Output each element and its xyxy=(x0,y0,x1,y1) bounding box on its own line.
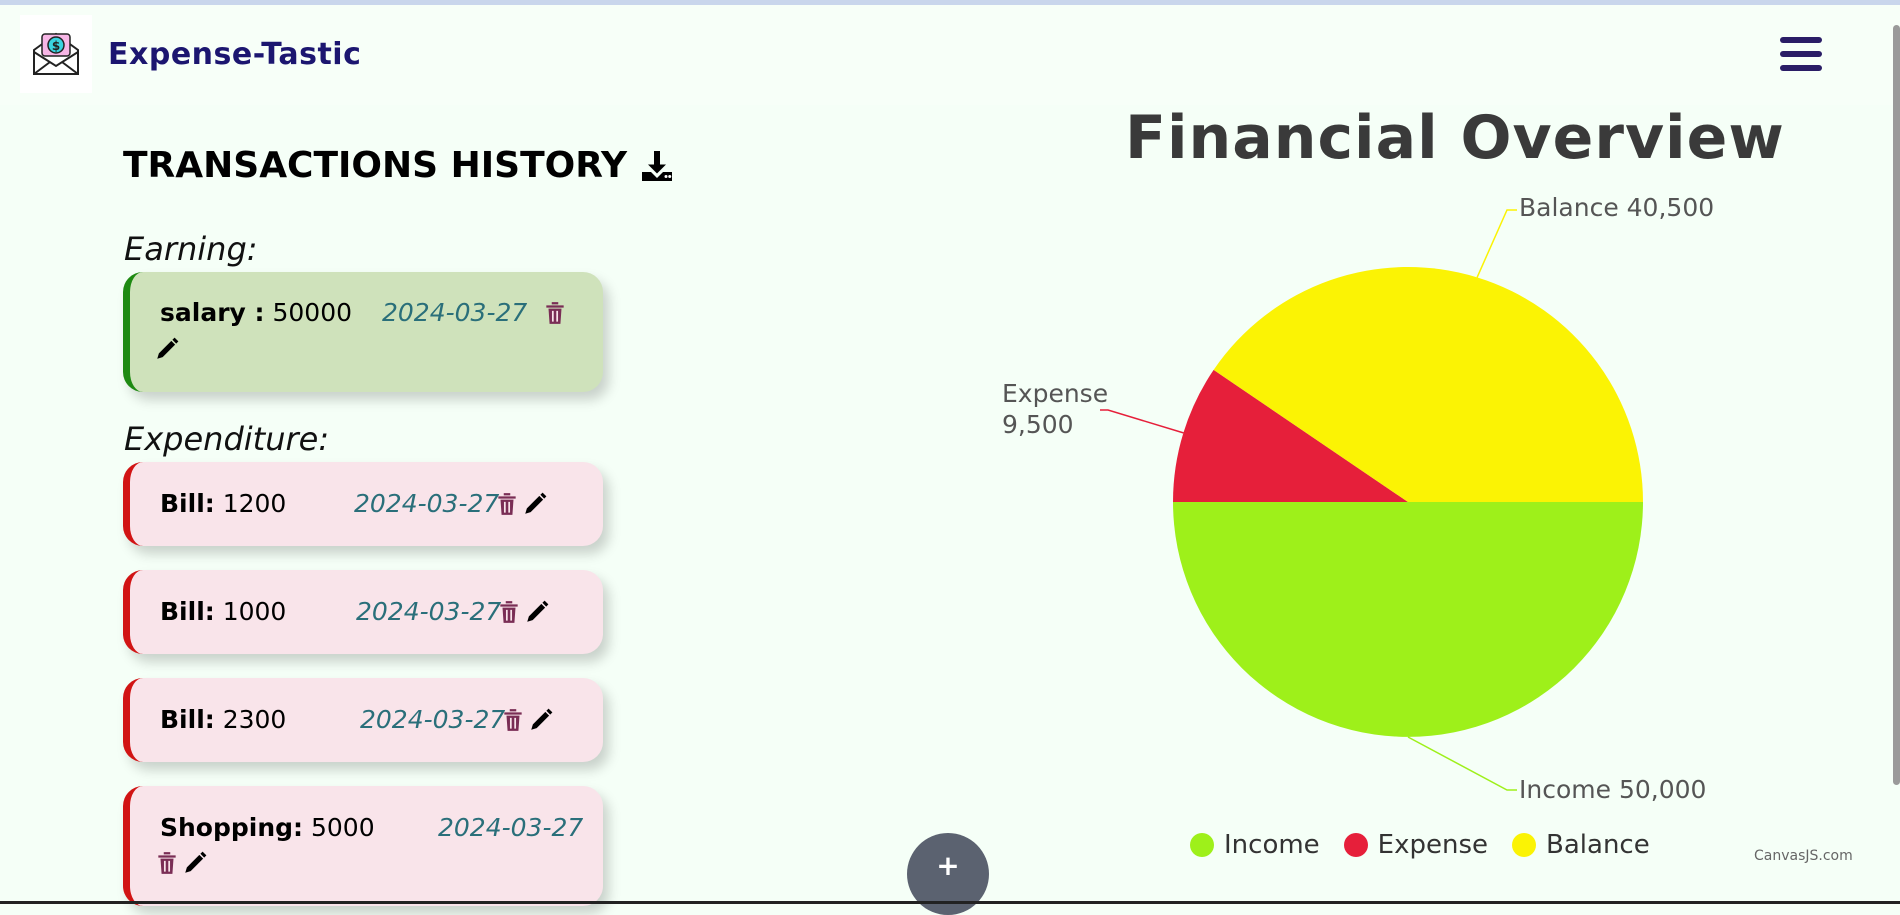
transactions-history-heading: TRANSACTIONS HISTORY xyxy=(123,145,675,186)
earning-label: Earning: xyxy=(124,230,258,268)
legend-item-expense[interactable]: Expense xyxy=(1343,830,1489,860)
envelope-money-icon: $ xyxy=(33,32,79,75)
app-title[interactable]: Expense-Tastic xyxy=(108,37,362,72)
trash-icon[interactable] xyxy=(494,491,520,517)
transaction-name: Bill: xyxy=(160,597,215,626)
pie-label-income: Income 50,000 xyxy=(1519,775,1707,804)
expense-card: Shopping: 5000 2024-03-27 xyxy=(123,786,603,906)
legend-label-income: Income xyxy=(1224,830,1320,860)
bottom-border xyxy=(0,901,1900,904)
pencil-icon[interactable] xyxy=(522,491,548,517)
legend-item-income[interactable]: Income xyxy=(1190,830,1320,860)
legend-dot-balance xyxy=(1512,833,1537,857)
pie-label-expense: Expense 9,500 xyxy=(1002,379,1109,439)
app-logo[interactable]: $ xyxy=(20,15,92,93)
pencil-icon[interactable] xyxy=(182,850,208,876)
pie-slice-income[interactable] xyxy=(1173,502,1643,737)
expense-card: Bill: 1200 2024-03-27 xyxy=(123,462,603,546)
top-navbar: $ Expense-Tastic xyxy=(0,5,1900,105)
chart-title: Financial Overview xyxy=(1125,103,1785,173)
pie-label-balance: Balance 40,500 xyxy=(1519,193,1715,222)
leader-line-balance xyxy=(1476,209,1517,278)
pie-chart xyxy=(1100,209,1643,791)
transaction-date: 2024-03-27 xyxy=(356,597,502,626)
hamburger-menu-icon[interactable] xyxy=(1780,37,1822,75)
transaction-amount: 1000 xyxy=(222,597,287,626)
expense-card: Bill: 1000 2024-03-27 xyxy=(123,570,603,654)
transaction-date: 2024-03-27 xyxy=(438,813,584,842)
pie-slice-expense[interactable] xyxy=(1173,369,1408,502)
expense-card: Bill: 2300 2024-03-27 xyxy=(123,678,603,762)
legend-dot-expense xyxy=(1343,833,1368,857)
legend-label-expense: Expense xyxy=(1377,830,1489,860)
pie-slice-balance[interactable] xyxy=(1213,267,1643,502)
expenditure-label: Expenditure: xyxy=(124,420,330,458)
legend-item-balance[interactable]: Balance xyxy=(1512,830,1650,860)
transaction-name: Bill: xyxy=(160,489,215,518)
transaction-name: salary : xyxy=(160,298,265,327)
transaction-amount: 50000 xyxy=(272,298,353,327)
leader-line-expense xyxy=(1100,409,1184,434)
trash-icon[interactable] xyxy=(542,300,568,326)
transaction-amount: 2300 xyxy=(222,705,287,734)
pencil-icon[interactable] xyxy=(524,599,550,625)
legend-label-balance: Balance xyxy=(1546,830,1650,860)
transaction-date: 2024-03-27 xyxy=(360,705,506,734)
history-title-text: TRANSACTIONS HISTORY xyxy=(123,145,628,186)
scrollbar[interactable] xyxy=(1893,25,1900,785)
leader-line-income xyxy=(1407,736,1517,791)
transaction-name: Shopping: xyxy=(160,813,304,842)
chart-credit[interactable]: CanvasJS.com xyxy=(1754,848,1853,864)
trash-icon[interactable] xyxy=(496,599,522,625)
trash-icon[interactable] xyxy=(154,850,180,876)
transaction-date: 2024-03-27 xyxy=(354,489,500,518)
pencil-icon[interactable] xyxy=(154,336,180,362)
svg-text:$: $ xyxy=(52,39,60,53)
transaction-amount: 1200 xyxy=(222,489,287,518)
transaction-date: 2024-03-27 xyxy=(382,298,528,327)
transaction-amount: 5000 xyxy=(310,813,375,842)
earning-card: salary : 50000 2024-03-27 xyxy=(123,272,603,392)
chart-legend: Income Expense Balance xyxy=(1190,830,1650,860)
download-icon[interactable] xyxy=(639,148,675,184)
pencil-icon[interactable] xyxy=(528,707,554,733)
legend-dot-income xyxy=(1190,833,1214,857)
transaction-name: Bill: xyxy=(160,705,215,734)
trash-icon[interactable] xyxy=(500,707,526,733)
